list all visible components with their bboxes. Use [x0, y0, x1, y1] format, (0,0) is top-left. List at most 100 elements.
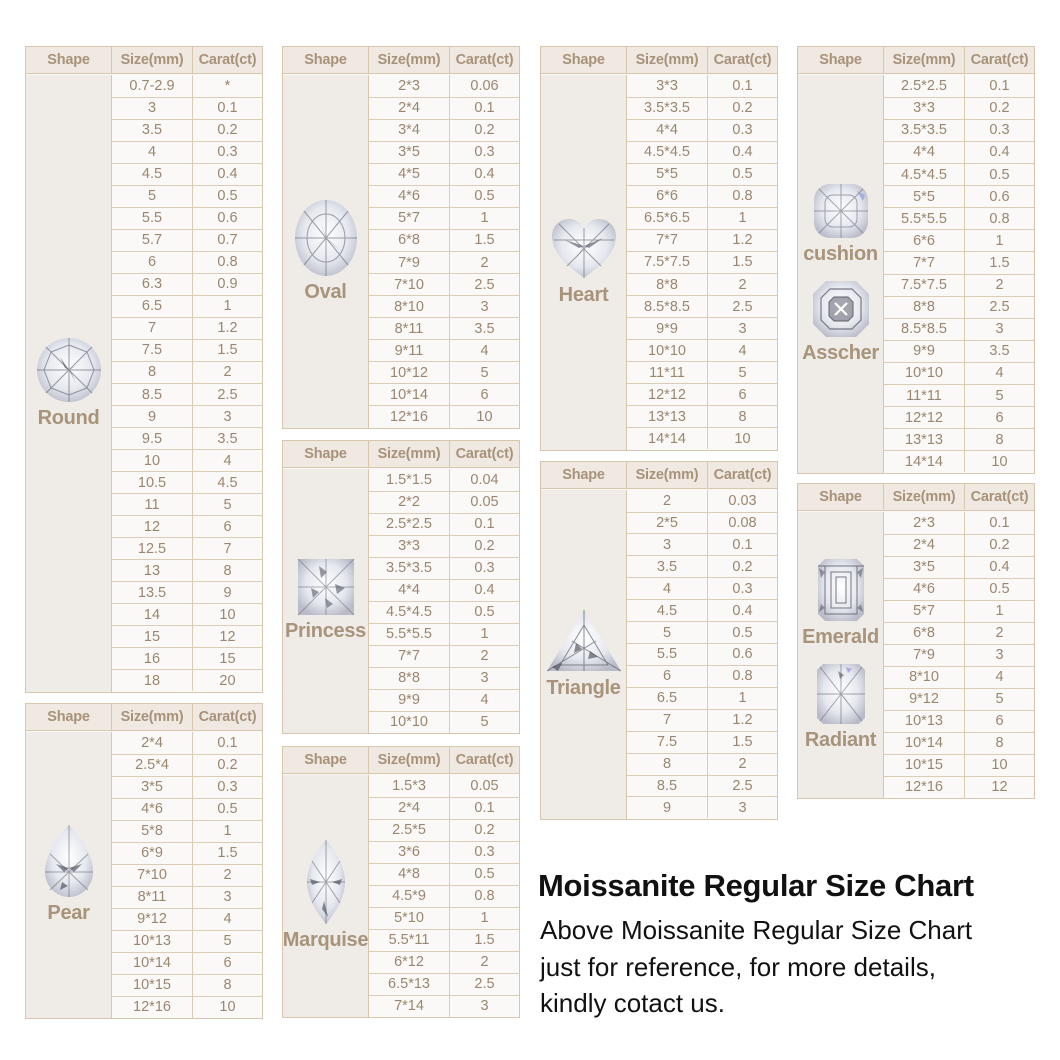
table-row: 2.5*2.5 0.1: [369, 512, 519, 535]
carat-cell: 2.5: [193, 383, 262, 406]
table-row: 7 1.2: [112, 316, 262, 339]
size-cell: 6*12: [369, 950, 450, 973]
shape-column: Princess: [283, 468, 369, 733]
size-cell: 8: [112, 360, 193, 383]
carat-cell: 0.3: [193, 775, 262, 798]
size-cell: 12*16: [369, 405, 450, 428]
carat-cell: 0.6: [708, 643, 777, 665]
carat-cell: 0.2: [708, 555, 777, 578]
table-row: 4*4 0.4: [369, 578, 519, 601]
carat-cell: 0.4: [965, 140, 1034, 163]
table-row: 7*10 2.5: [369, 273, 519, 296]
carat-cell: 7: [193, 537, 262, 560]
size-cell: 7.5: [627, 730, 708, 753]
size-cell: 1.5*1.5: [369, 468, 450, 491]
size-cell: 8: [627, 752, 708, 775]
size-cell: 5: [112, 184, 193, 207]
carat-cell: 6: [450, 383, 519, 406]
size-cell: 14: [112, 603, 193, 626]
carat-cell: 6: [708, 383, 777, 406]
carat-cell: 5: [450, 710, 519, 733]
size-cell: 4.5*4.5: [369, 600, 450, 623]
table-row: 2*2 0.05: [369, 490, 519, 513]
radiant-gem-icon: [816, 663, 866, 725]
shape-column: Round: [26, 74, 112, 692]
emerald-radiant-size-table: Shape Size(mm) Carat(ct) Emerald: [797, 483, 1035, 799]
table-row: 6 0.8: [627, 664, 777, 687]
table-row: 7.5 1.5: [627, 730, 777, 753]
header-carat: Carat(ct): [193, 704, 262, 731]
carat-cell: 5: [193, 493, 262, 516]
carat-cell: 0.5: [193, 184, 262, 207]
table-row: 4*6 0.5: [112, 797, 262, 820]
carat-cell: 0.5: [965, 162, 1034, 186]
carat-cell: 0.5: [193, 797, 262, 820]
carat-cell: 0.5: [965, 577, 1034, 600]
carat-cell: 4: [965, 361, 1034, 385]
carat-cell: 3: [708, 796, 777, 819]
carat-cell: 5: [965, 687, 1034, 710]
size-cell: 7: [627, 708, 708, 731]
carat-cell: 3: [193, 405, 262, 428]
size-cell: 7.5*7.5: [627, 250, 708, 274]
size-cell: 10: [112, 449, 193, 472]
carat-cell: 0.6: [965, 185, 1034, 208]
table-row: 4.5*9 0.8: [369, 884, 519, 907]
table-row: 8*8 2: [627, 273, 777, 296]
size-cell: 7.5*7.5: [884, 273, 965, 296]
table-row: 7*9 2: [369, 251, 519, 274]
carat-cell: 0.3: [708, 577, 777, 600]
size-cell: 4*4: [369, 578, 450, 601]
heart-gem-icon: [551, 218, 617, 280]
carat-cell: 3: [450, 295, 519, 318]
size-cell: 6: [112, 250, 193, 273]
table-row: 3*6 0.3: [369, 840, 519, 863]
size-cell: 4.5*9: [369, 884, 450, 907]
size-cell: 3: [627, 533, 708, 556]
table-row: 12*16 10: [112, 995, 262, 1018]
table-row: 11*11 5: [884, 384, 1034, 407]
shape-label-marquise: Marquise: [282, 929, 369, 952]
table-row: 3*3 0.2: [884, 96, 1034, 119]
carat-cell: 0.2: [450, 534, 519, 557]
carat-cell: 3: [450, 994, 519, 1017]
carat-cell: 0.1: [708, 533, 777, 556]
table-row: 4*4 0.3: [627, 118, 777, 141]
size-cell: 13*13: [884, 428, 965, 451]
carat-cell: 0.2: [450, 118, 519, 141]
carat-cell: 2.5: [450, 972, 519, 995]
carat-cell: 4: [450, 688, 519, 711]
header-carat: Carat(ct): [965, 47, 1034, 74]
marquise-gem-icon: [306, 839, 346, 925]
size-cell: 3*3: [369, 534, 450, 557]
size-cell: 12: [112, 515, 193, 538]
table-row: 10.5 4.5: [112, 471, 262, 494]
carat-cell: 1.5: [708, 250, 777, 274]
header-shape: Shape: [798, 47, 884, 74]
size-cell: 14*14: [884, 450, 965, 473]
table-row: 3*5 0.3: [369, 140, 519, 163]
size-cell: 8*8: [884, 295, 965, 318]
carat-cell: 1: [708, 206, 777, 229]
size-cell: 2.5*4: [112, 753, 193, 776]
size-rows: 2*4 0.1 2.5*4 0.2 3*5 0.3 4*6 0.5 5*8 1 6*9 1.5 7*10…: [112, 731, 262, 1019]
size-cell: 6*9: [112, 841, 193, 864]
table-row: 7*14 3: [369, 994, 519, 1017]
table-row: 12*16 12: [884, 775, 1034, 798]
table-row: 2 0.03: [627, 489, 777, 512]
carat-cell: 8: [965, 428, 1034, 451]
size-cell: 14*14: [627, 427, 708, 450]
table-row: 6*12 2: [369, 950, 519, 973]
table-row: 12.5 7: [112, 537, 262, 560]
table-row: 8*11 3: [112, 885, 262, 908]
note-line-2: just for reference, for more details,: [540, 951, 936, 982]
carat-cell: 0.2: [450, 818, 519, 841]
size-cell: 6*6: [884, 229, 965, 252]
shape-label-radiant: Radiant: [804, 728, 877, 751]
size-cell: 8.5: [627, 774, 708, 797]
size-cell: 5.5: [627, 643, 708, 665]
table-row: 7*9 3: [884, 643, 1034, 666]
size-cell: 8.5*8.5: [884, 317, 965, 340]
carat-cell: 3.5: [193, 427, 262, 450]
